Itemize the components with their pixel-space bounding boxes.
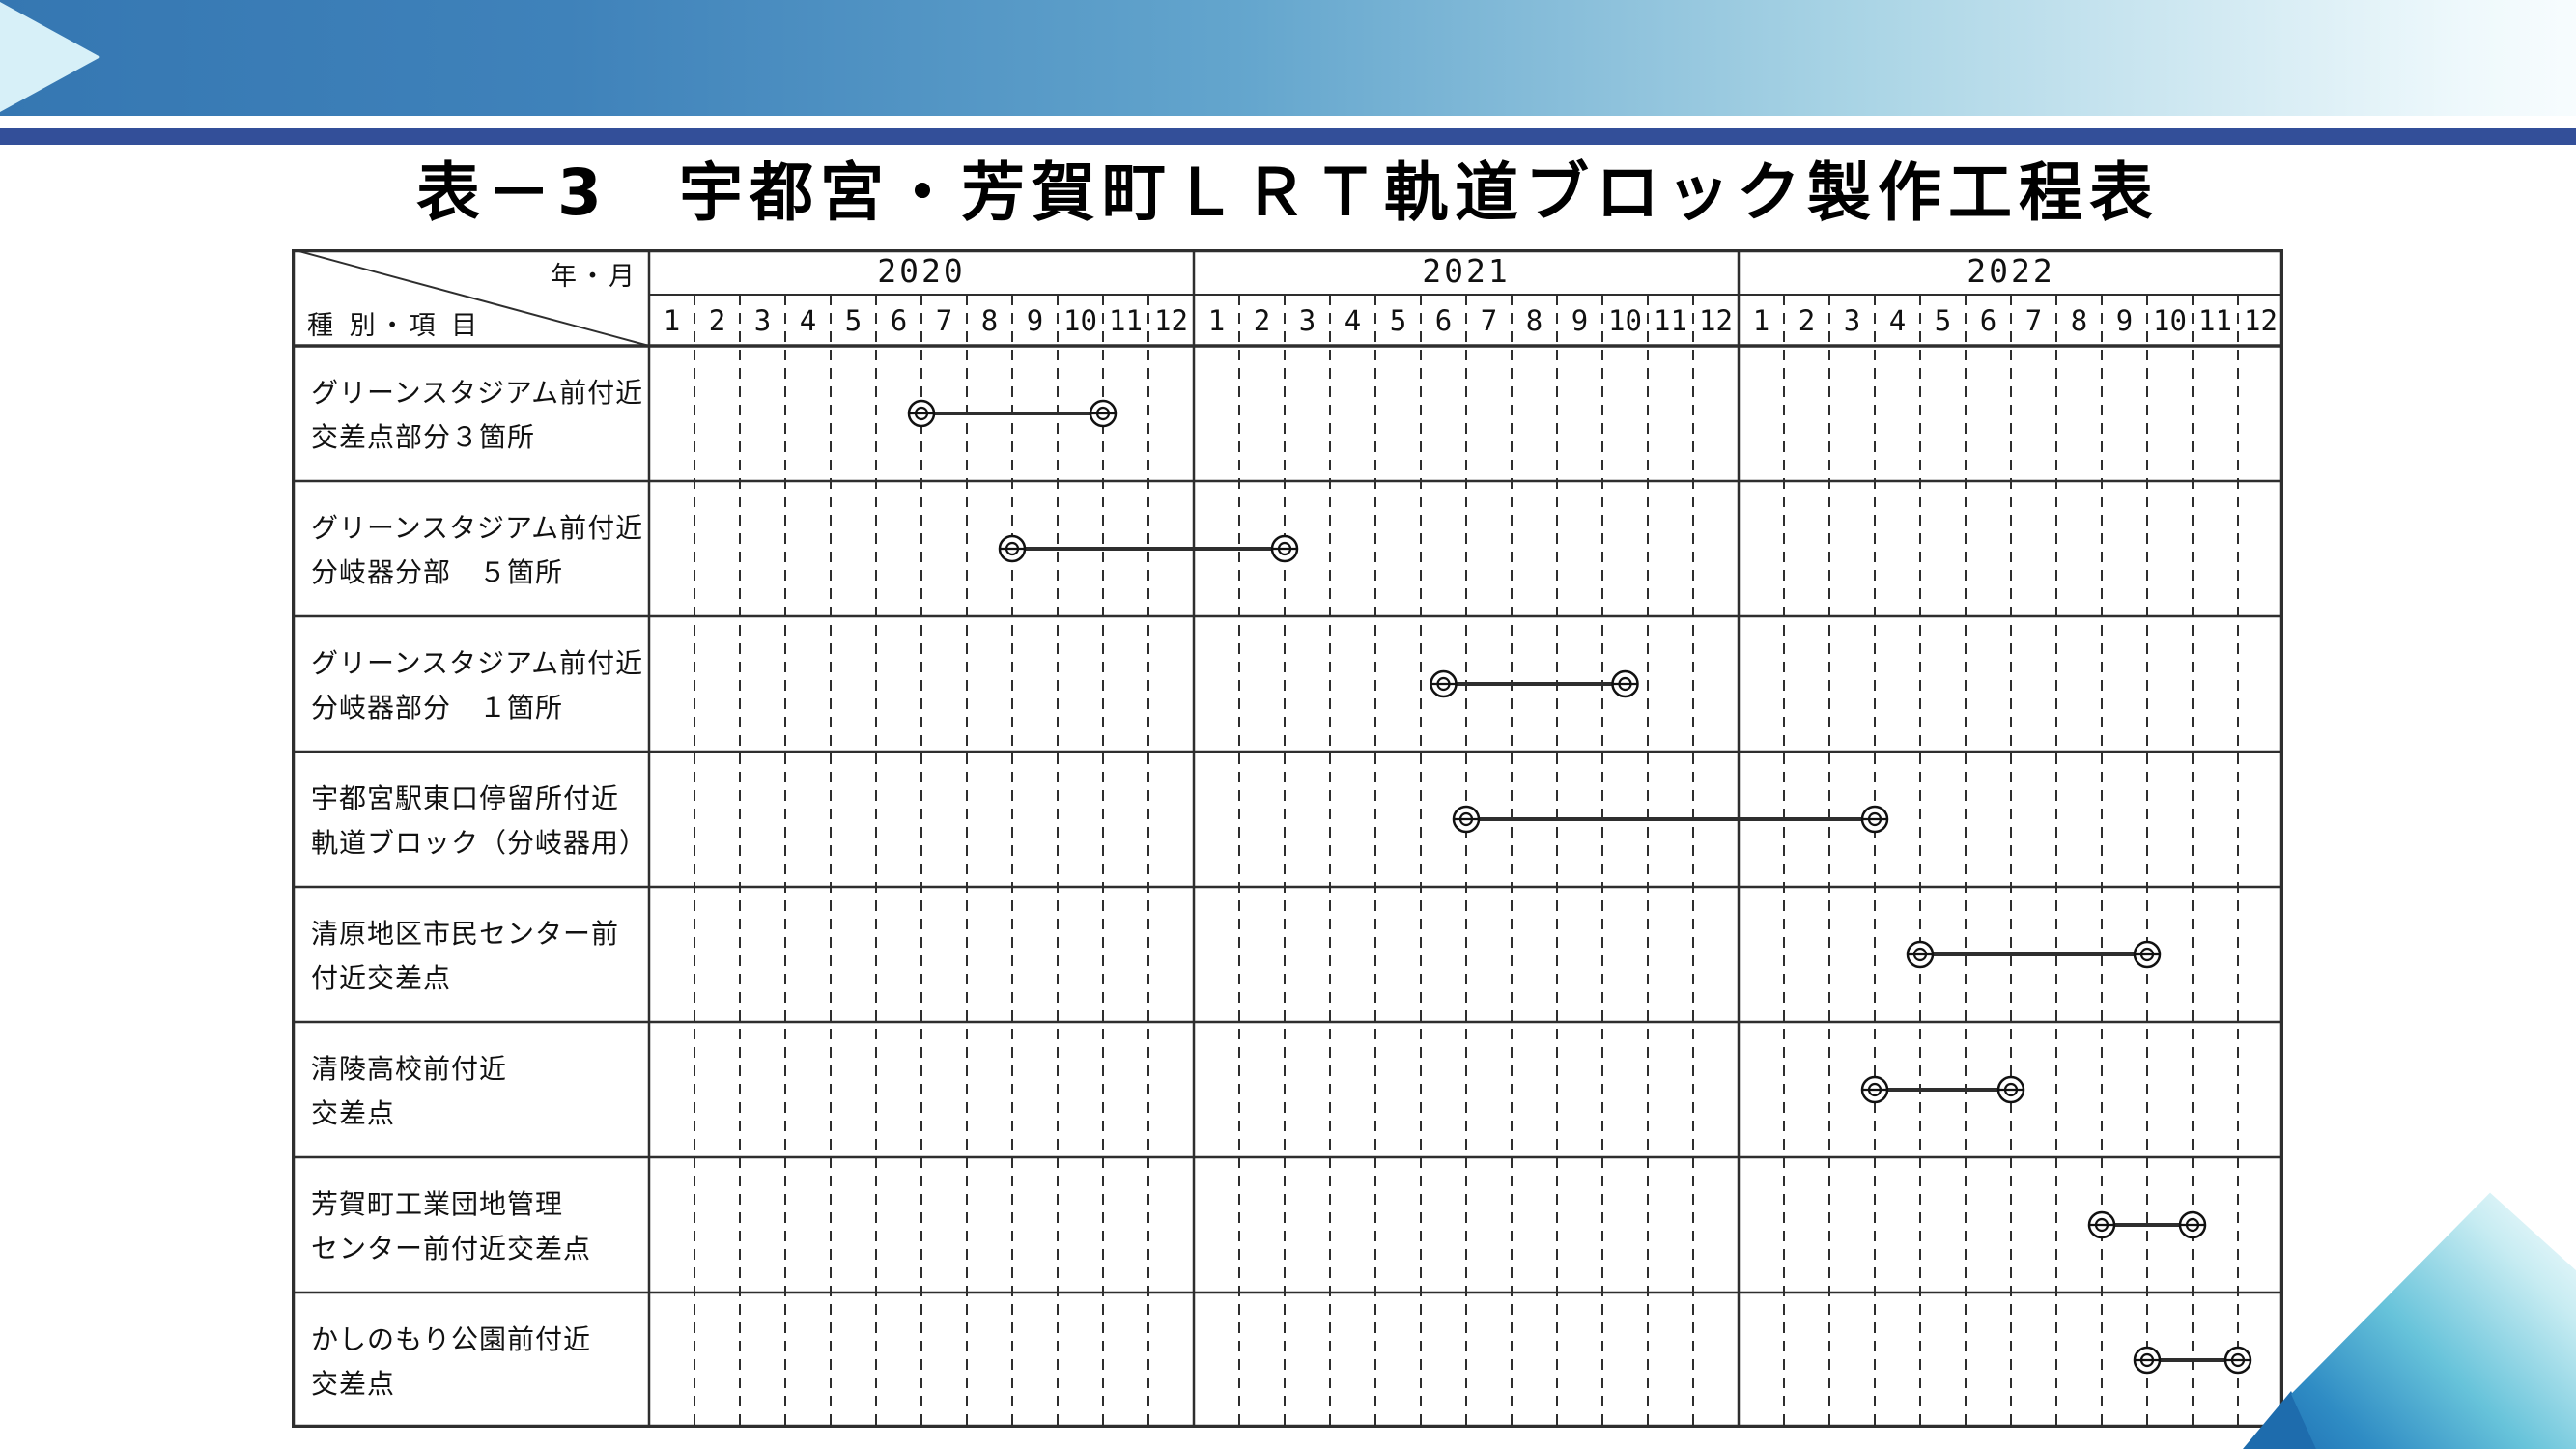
month-label: 8 xyxy=(1526,304,1543,337)
corner-triangle-dark xyxy=(2243,1390,2318,1449)
row-label-line1: グリーンスタジアム前付近 xyxy=(311,512,643,544)
month-label: 4 xyxy=(800,304,816,337)
top-gradient-band xyxy=(0,0,2576,116)
row-label-line2: センター前付近交差点 xyxy=(311,1233,591,1264)
month-label: 12 xyxy=(1699,304,1733,337)
row-label-line2: 交差点 xyxy=(311,1097,395,1129)
month-label: 12 xyxy=(2244,304,2278,337)
month-label: 4 xyxy=(1345,304,1361,337)
row-label-line1: 清原地区市民センター前 xyxy=(311,918,619,950)
month-label: 8 xyxy=(2071,304,2087,337)
month-label: 10 xyxy=(1063,304,1097,337)
month-label: 5 xyxy=(1390,304,1406,337)
row-label-line2: 交差点 xyxy=(311,1368,395,1400)
row-label-line1: グリーンスタジアム前付近 xyxy=(311,377,643,409)
month-label: 6 xyxy=(1435,304,1452,337)
row-label-line2: 分岐器部分 １箇所 xyxy=(311,692,563,724)
corner-axis-label: 年・月 xyxy=(551,262,637,292)
corner-category-label: 種 別・項 目 xyxy=(307,311,481,341)
month-label: 10 xyxy=(2153,304,2187,337)
row-label-line2: 交差点部分３箇所 xyxy=(311,421,535,453)
month-label: 12 xyxy=(1154,304,1188,337)
corner-triangle-icon xyxy=(2291,1192,2576,1449)
month-label: 7 xyxy=(936,304,952,337)
month-label: 6 xyxy=(1980,304,1996,337)
month-label: 11 xyxy=(1109,304,1143,337)
month-label: 5 xyxy=(845,304,862,337)
navy-divider-bar xyxy=(0,128,2576,145)
table-outer-border xyxy=(292,249,2283,1428)
row-label-line2: 付近交差点 xyxy=(311,962,451,994)
month-label: 1 xyxy=(1208,304,1225,337)
row-label-line1: 宇都宮駅東口停留所付近 xyxy=(311,782,619,814)
month-label: 6 xyxy=(891,304,907,337)
row-label-line1: 芳賀町工業団地管理 xyxy=(311,1188,563,1220)
row-label-line2: 分岐器分部 ５箇所 xyxy=(311,556,563,588)
month-label: 7 xyxy=(2025,304,2042,337)
month-label: 10 xyxy=(1608,304,1642,337)
month-label: 7 xyxy=(1481,304,1497,337)
year-label: 2020 xyxy=(877,252,965,290)
row-label-line1: グリーンスタジアム前付近 xyxy=(311,647,643,679)
month-label: 2 xyxy=(1254,304,1270,337)
month-label: 1 xyxy=(1753,304,1769,337)
row-label-line2: 軌道ブロック（分岐器用） xyxy=(311,827,647,859)
month-label: 11 xyxy=(2198,304,2232,337)
month-label: 1 xyxy=(664,304,680,337)
corner-decoration xyxy=(2243,1190,2576,1449)
month-label: 2 xyxy=(1798,304,1815,337)
month-label: 9 xyxy=(2116,304,2133,337)
month-label: 3 xyxy=(754,304,771,337)
month-label: 9 xyxy=(1571,304,1588,337)
row-label-line1: 清陵高校前付近 xyxy=(311,1053,507,1085)
month-label: 3 xyxy=(1299,304,1316,337)
gantt-table: 年・月種 別・項 目 2020 1 2 3 4 5 6 7 8 9 10 11 12 2021 1 2 3 4 5 6 7… xyxy=(292,249,2283,1428)
month-label: 9 xyxy=(1027,304,1043,337)
month-label: 5 xyxy=(1935,304,1951,337)
month-label: 11 xyxy=(1654,304,1687,337)
month-label: 4 xyxy=(1889,304,1906,337)
month-label: 8 xyxy=(981,304,998,337)
year-label: 2021 xyxy=(1422,252,1510,290)
year-label: 2022 xyxy=(1967,252,2054,290)
corner-diagonal-line xyxy=(292,249,650,347)
page-title: 表－3 宇都宮・芳賀町ＬＲＴ軌道ブロック製作工程表 xyxy=(416,156,2160,230)
row-label-line1: かしのもり公園前付近 xyxy=(311,1323,591,1355)
month-label: 2 xyxy=(709,304,725,337)
month-label: 3 xyxy=(1844,304,1860,337)
